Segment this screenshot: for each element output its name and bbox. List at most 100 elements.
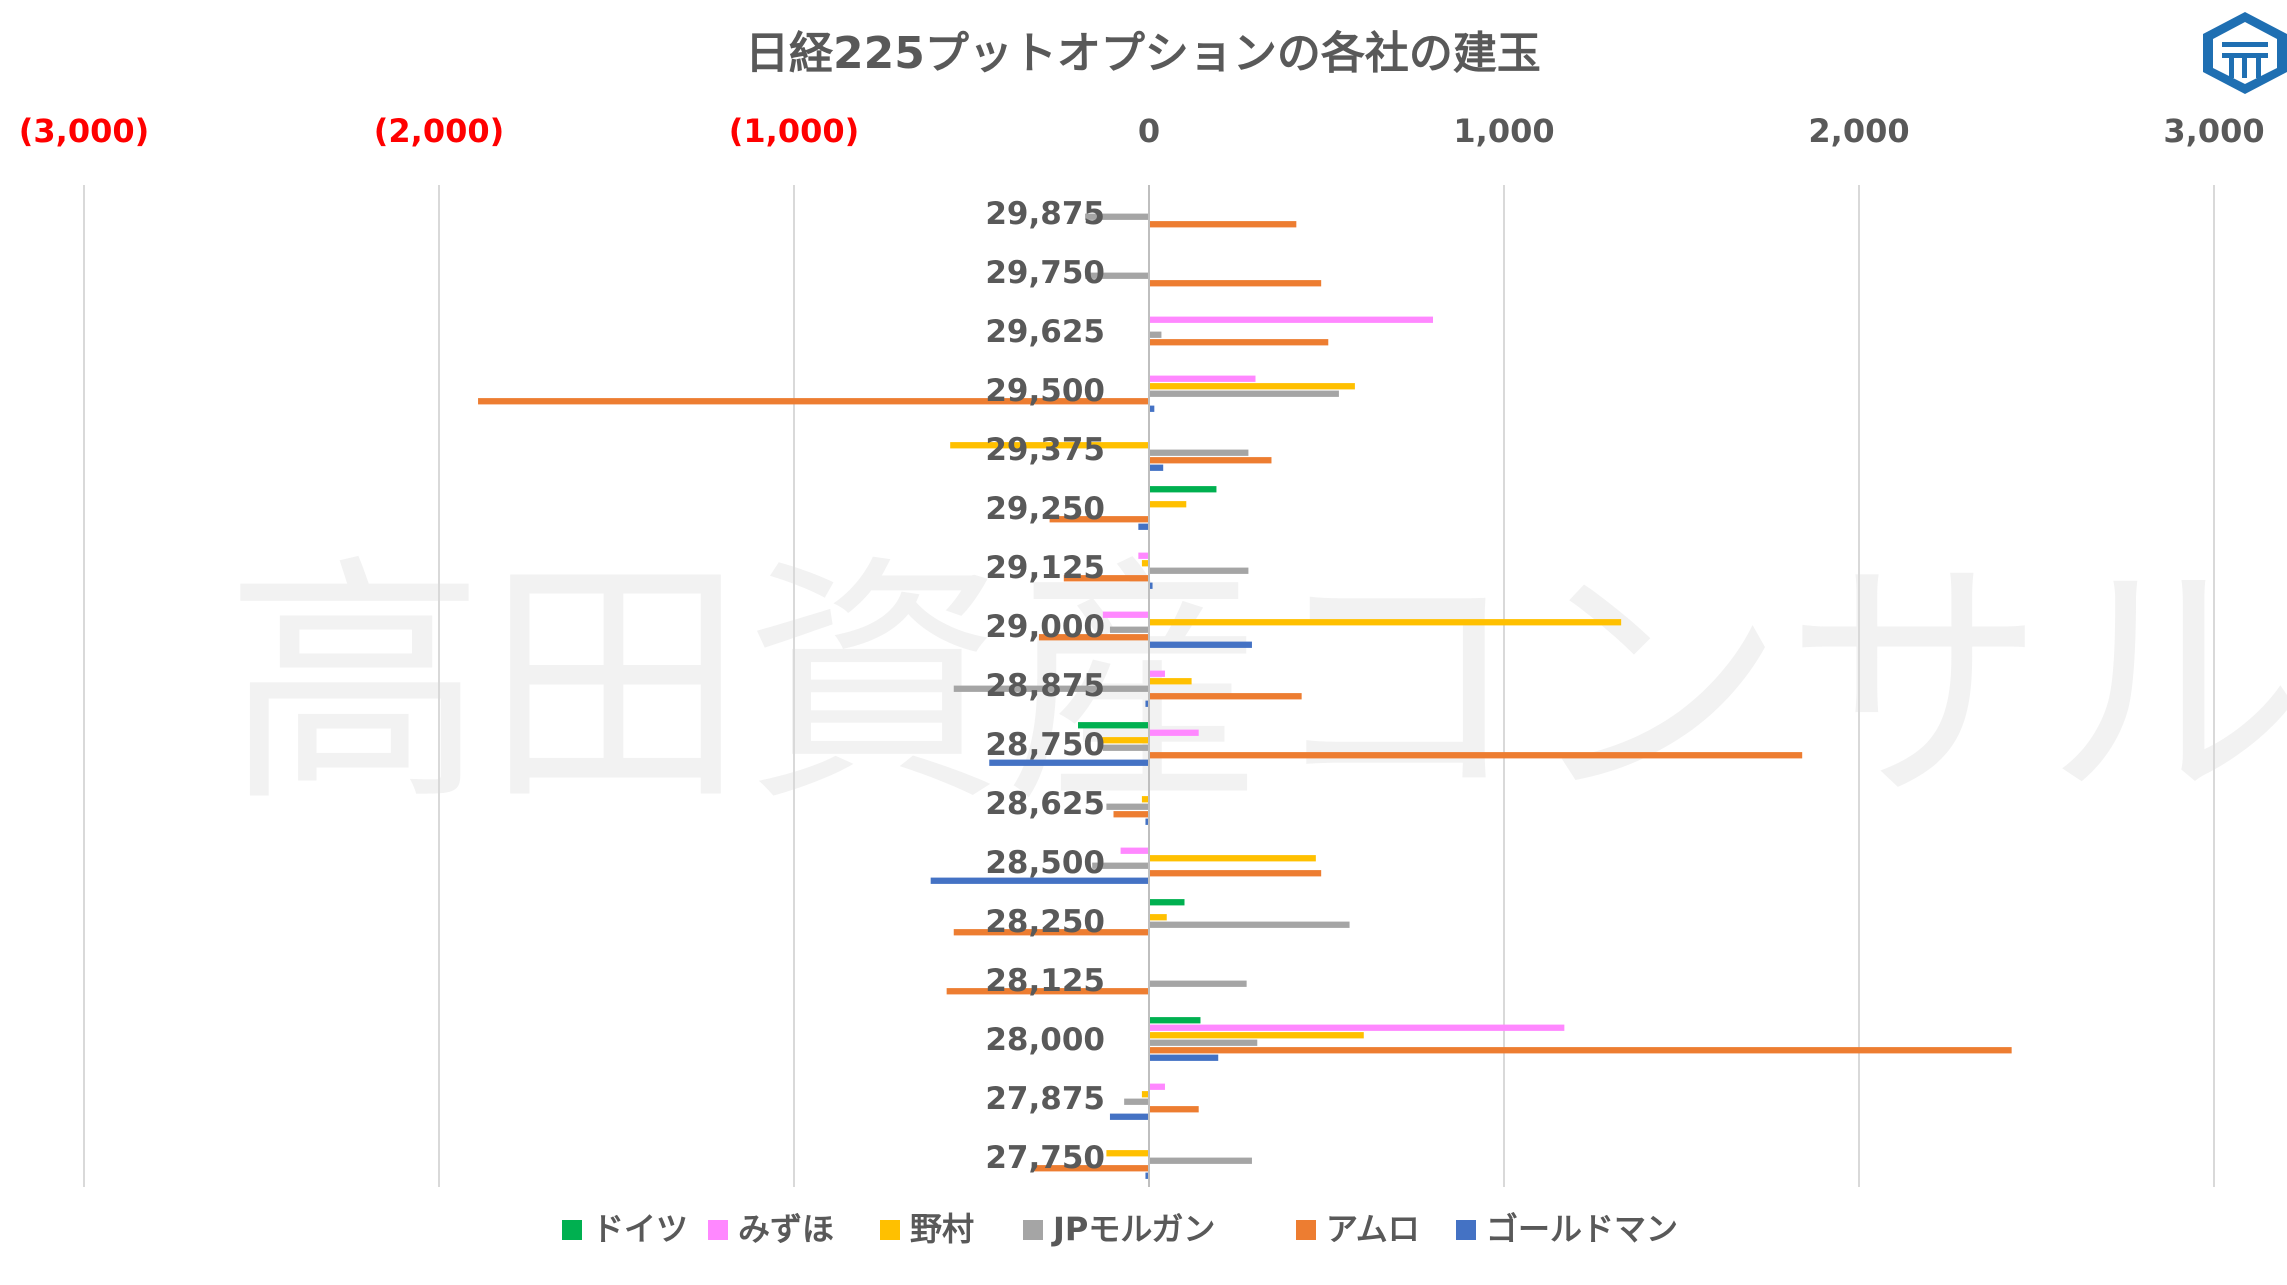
bars (478, 185, 2012, 1187)
y-tick-label: 29,875 (985, 196, 1105, 232)
bar (946, 988, 1149, 995)
bar (1149, 375, 1256, 382)
bar (1141, 560, 1149, 567)
bar (1149, 221, 1297, 228)
legend-swatch (1296, 1220, 1316, 1240)
legend-label: みずほ (738, 1210, 834, 1248)
bar (1141, 796, 1149, 803)
bar (1149, 1017, 1201, 1024)
bar (1149, 980, 1247, 987)
logo-icon (2203, 12, 2287, 94)
bar (1149, 693, 1302, 700)
bar (1149, 870, 1322, 877)
bar (1085, 213, 1149, 220)
bar (1149, 899, 1185, 906)
bar (1149, 501, 1187, 508)
legend-swatch (562, 1220, 582, 1240)
bar (1149, 405, 1155, 412)
bar (1141, 1091, 1149, 1098)
bar (1149, 339, 1329, 346)
bar (1106, 1150, 1149, 1157)
bar (1149, 316, 1433, 323)
y-tick-labels: 29,875 29,750 29,625 29,500 29,375 29,250 29,1… (985, 196, 1105, 1176)
bar (1099, 737, 1149, 744)
y-tick-label: 27,750 (985, 1140, 1105, 1176)
bar (1149, 1157, 1252, 1164)
legend-swatch (1456, 1220, 1476, 1240)
bar (1120, 847, 1149, 854)
y-tick-label: 29,625 (985, 314, 1105, 350)
bar (1092, 862, 1149, 869)
y-tick-label: 29,000 (985, 609, 1105, 645)
bar (1145, 1172, 1149, 1179)
y-tick-label: 28,000 (985, 1022, 1105, 1058)
bar (1085, 272, 1149, 279)
x-tick-label: (2,000) (374, 112, 504, 150)
bar (1063, 575, 1149, 582)
bar (1149, 1083, 1165, 1090)
bar (1149, 641, 1252, 648)
bar (1149, 464, 1164, 471)
chart-title: 日経225プットオプションの各社の建玉 (745, 28, 1541, 79)
bar (478, 398, 1149, 405)
bar (1149, 1024, 1565, 1031)
x-tick-label: (1,000) (729, 112, 859, 150)
grid (83, 185, 2215, 1187)
bar (1149, 331, 1162, 338)
bar (1149, 1039, 1258, 1046)
y-tick-label: 29,250 (985, 491, 1105, 527)
y-tick-label: 28,250 (985, 904, 1105, 940)
bar (953, 929, 1149, 936)
y-tick-label: 29,500 (985, 373, 1105, 409)
legend-swatch (1023, 1220, 1043, 1240)
bar (1145, 818, 1149, 825)
x-tick-label: 3,000 (2163, 112, 2264, 150)
bar (1149, 1047, 2012, 1054)
bar (1149, 280, 1322, 287)
bar (1149, 486, 1217, 493)
legend-label: ドイツ (592, 1210, 688, 1248)
legend: ドイツ みずほ 野村 JPモルガン アムロ ゴールドマン (562, 1210, 1678, 1248)
bar (1109, 1113, 1149, 1120)
bar (1149, 567, 1249, 574)
x-tick-label: (3,000) (19, 112, 149, 150)
bar (1149, 729, 1199, 736)
legend-label: 野村 (910, 1210, 974, 1248)
x-tick-label: 2,000 (1808, 112, 1909, 150)
watermark-text: 高田資産コンサル (225, 535, 2287, 837)
legend-label: アムロ (1326, 1210, 1420, 1248)
y-tick-label: 28,875 (985, 668, 1105, 704)
bar (1149, 390, 1339, 397)
bar (930, 877, 1149, 884)
bar (1149, 670, 1165, 677)
bar (1149, 457, 1272, 464)
bar (1124, 1098, 1149, 1105)
bar (1038, 634, 1149, 641)
bar (1149, 619, 1622, 626)
bar (1049, 516, 1149, 523)
legend-swatch (708, 1220, 728, 1240)
bar (1106, 803, 1149, 810)
bar (1149, 449, 1249, 456)
bar (1145, 700, 1149, 707)
bar (1149, 1106, 1199, 1113)
y-tick-label: 28,625 (985, 786, 1105, 822)
bar (1149, 914, 1167, 921)
bar (1149, 678, 1192, 685)
y-tick-label: 29,375 (985, 432, 1105, 468)
bar (1102, 611, 1149, 618)
bar (953, 685, 1149, 692)
bar (1149, 1054, 1219, 1061)
legend-label: JPモルガン (1051, 1210, 1215, 1248)
legend-swatch (880, 1220, 900, 1240)
bar (1102, 744, 1149, 751)
bar (950, 442, 1149, 449)
bar (1149, 582, 1153, 589)
bar (1109, 626, 1149, 633)
y-tick-label: 27,875 (985, 1081, 1105, 1117)
bar (1138, 523, 1149, 530)
bar (1031, 1165, 1149, 1172)
y-tick-label: 29,750 (985, 255, 1105, 291)
y-tick-label: 29,125 (985, 550, 1105, 586)
